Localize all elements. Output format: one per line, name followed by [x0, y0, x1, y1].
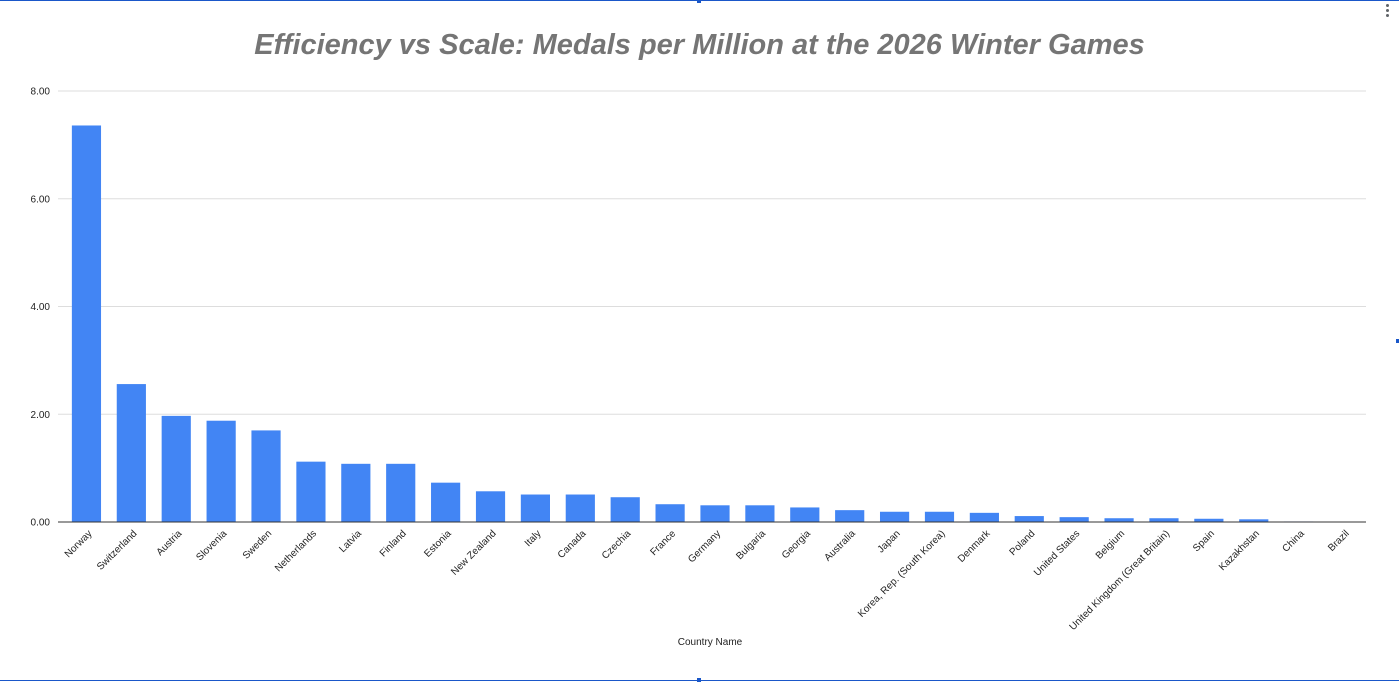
x-tick-label: Estonia: [422, 528, 454, 560]
bar[interactable]: [835, 510, 865, 522]
bar[interactable]: [206, 420, 236, 522]
bar[interactable]: [1014, 516, 1044, 522]
bar[interactable]: [610, 497, 640, 522]
x-tick-label: Slovenia: [194, 528, 229, 563]
x-tick-label: Bulgaria: [734, 528, 768, 562]
more-options-icon[interactable]: [1386, 4, 1390, 19]
top-resize-handle[interactable]: [697, 0, 701, 3]
x-tick-label: Australia: [823, 528, 859, 564]
x-tick-label: Canada: [556, 528, 589, 561]
bar[interactable]: [1104, 518, 1134, 522]
bars: [71, 125, 1314, 522]
x-axis-title: Country Name: [678, 637, 743, 648]
bar[interactable]: [969, 512, 999, 522]
bottom-resize-handle[interactable]: [697, 678, 701, 682]
x-tick-label: Japan: [876, 528, 903, 555]
bar[interactable]: [71, 125, 102, 522]
x-tick-label: Norway: [63, 528, 95, 560]
bar[interactable]: [1239, 519, 1269, 522]
x-tick-label: Switzerland: [95, 528, 139, 572]
bar[interactable]: [386, 463, 416, 522]
bar[interactable]: [790, 507, 820, 522]
x-tick-label: Finland: [378, 528, 409, 559]
bar[interactable]: [296, 461, 326, 522]
y-tick-label: 6.00: [31, 194, 51, 205]
bar[interactable]: [1059, 517, 1089, 522]
x-tick-label: New Zealand: [449, 528, 498, 577]
x-tick-label: Germany: [686, 528, 723, 565]
x-tick-label: Kazakhstan: [1217, 528, 1262, 573]
bar[interactable]: [341, 463, 371, 522]
y-tick-label: 4.00: [31, 302, 51, 313]
x-tick-label: Georgia: [780, 528, 813, 561]
bar[interactable]: [565, 494, 595, 522]
y-tick-label: 8.00: [31, 87, 51, 98]
right-resize-handle[interactable]: [1396, 339, 1399, 343]
x-tick-label: China: [1281, 528, 1308, 555]
bar[interactable]: [251, 430, 281, 522]
bar[interactable]: [161, 415, 191, 522]
x-tick-label: France: [648, 528, 678, 558]
x-tick-label: Sweden: [241, 528, 274, 561]
y-axis-ticks: 0.00 2.00 4.00 6.00 8.00: [31, 87, 51, 529]
x-tick-label: Korea, Rep. (South Korea): [856, 528, 948, 620]
x-tick-label: United States: [1032, 528, 1082, 578]
y-tick-label: 0.00: [31, 518, 51, 529]
bar[interactable]: [655, 504, 685, 522]
y-tick-label: 2.00: [31, 410, 51, 421]
bar[interactable]: [700, 505, 730, 522]
bar[interactable]: [924, 511, 955, 522]
bar[interactable]: [520, 494, 550, 522]
x-tick-label: Denmark: [956, 528, 993, 565]
x-tick-label: Netherlands: [273, 528, 319, 574]
x-tick-label: Belgium: [1094, 528, 1127, 561]
bar[interactable]: [745, 505, 775, 522]
bar[interactable]: [1149, 518, 1179, 522]
x-tick-label: Poland: [1008, 528, 1038, 558]
gridlines: [58, 90, 1366, 415]
bar[interactable]: [879, 511, 910, 522]
bar[interactable]: [1194, 518, 1224, 522]
x-axis-ticks: Norway Switzerland Austria Slovenia SwedenNe…: [63, 528, 1352, 633]
x-tick-label: United Kingdom (Great Britain): [1068, 528, 1172, 632]
x-tick-label: Latvia: [337, 528, 364, 555]
x-tick-label: Brazil: [1326, 528, 1351, 553]
bar[interactable]: [475, 491, 506, 522]
x-tick-label: Spain: [1191, 528, 1217, 554]
x-tick-label: Austria: [155, 528, 185, 558]
x-tick-label: Italy: [523, 528, 544, 549]
chart-title: Efficiency vs Scale: Medals per Million …: [254, 29, 1145, 61]
x-tick-label: Czechia: [600, 528, 634, 562]
bar[interactable]: [116, 384, 146, 522]
bar[interactable]: [431, 482, 461, 522]
